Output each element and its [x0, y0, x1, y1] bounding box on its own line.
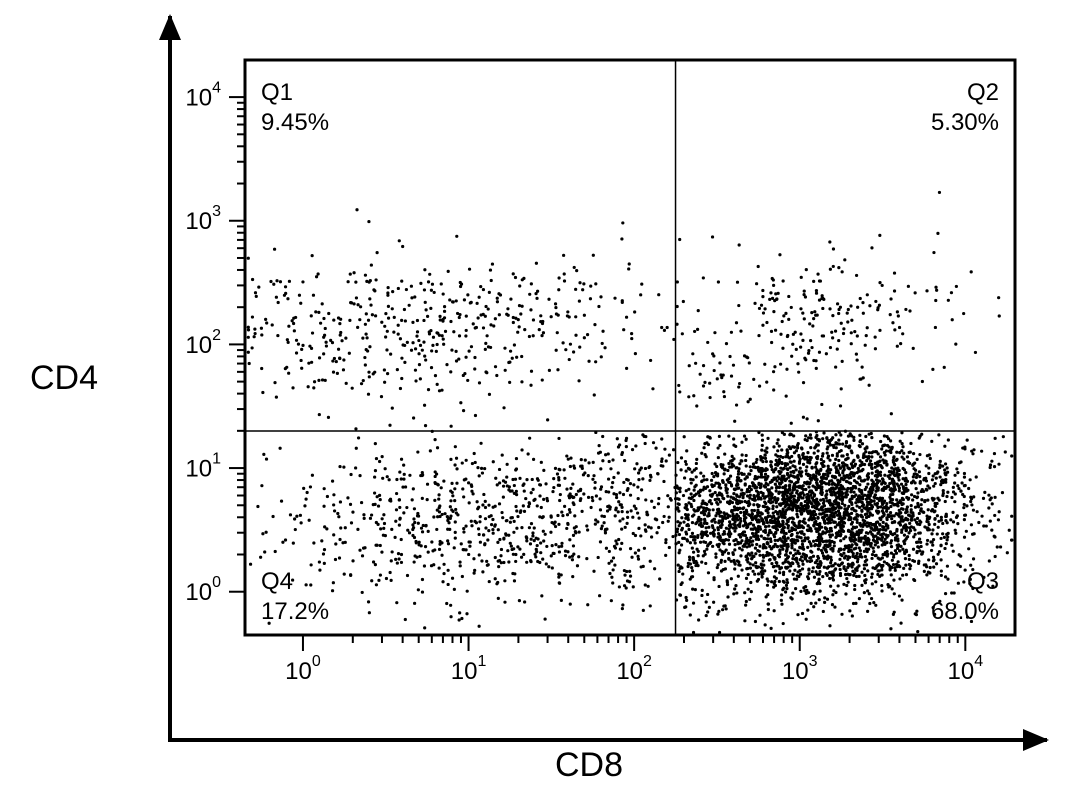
quadrant-label-q4: Q4	[261, 568, 293, 595]
svg-text:102: 102	[616, 653, 652, 685]
quadrant-label-q2: Q2	[967, 79, 999, 106]
quadrant-label-q1: Q1	[261, 79, 293, 106]
svg-text:102: 102	[185, 327, 221, 359]
svg-text:103: 103	[185, 203, 221, 235]
quadrant-label-q3: Q3	[967, 568, 999, 595]
svg-text:101: 101	[185, 450, 221, 482]
quadrant-percent-q3: 68.0%	[931, 598, 999, 625]
svg-text:100: 100	[285, 653, 321, 685]
quadrant-percent-q4: 17.2%	[261, 598, 329, 625]
scatter-plot: 100 101 102 103 104 100 101 102 103 104 Q1 9.45% Q2 5…	[0, 0, 1070, 806]
quadrant-percent-q1: 9.45%	[261, 109, 329, 136]
svg-text:104: 104	[948, 653, 984, 685]
svg-text:103: 103	[782, 653, 818, 685]
svg-text:101: 101	[451, 653, 487, 685]
svg-text:100: 100	[185, 574, 221, 606]
quadrant-percent-q2: 5.30%	[931, 109, 999, 136]
svg-text:104: 104	[185, 79, 221, 111]
